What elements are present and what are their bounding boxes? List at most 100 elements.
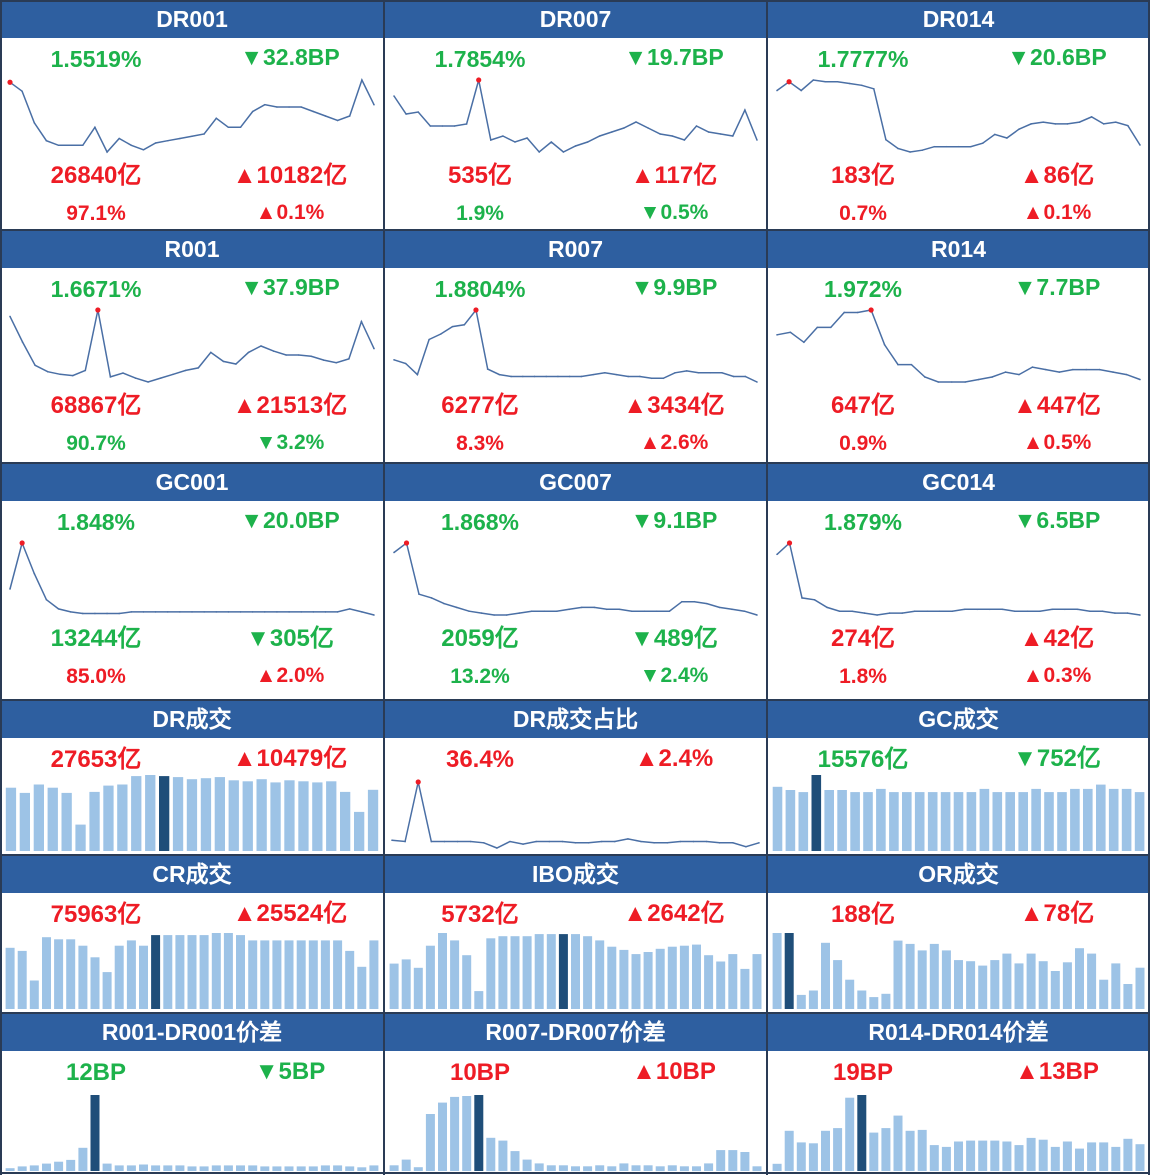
data-point	[1089, 610, 1091, 613]
data-point	[976, 608, 979, 611]
share-change-arrow: ▲	[255, 664, 277, 687]
bar	[1018, 792, 1028, 851]
data-point	[403, 540, 410, 546]
metric-change-value: 10479亿	[256, 745, 348, 772]
rate-value: 1.868%	[440, 509, 519, 535]
panel-GC007: GC007 1.868% ▼9.1BP 2059亿 ▼489亿 13.2% ▼2.4%	[384, 463, 767, 700]
bar	[145, 775, 156, 851]
volume-change-value: 447亿	[1036, 392, 1101, 419]
row-divider	[0, 854, 1150, 856]
data-point	[222, 360, 225, 363]
chart-svg	[5, 1095, 379, 1171]
bar	[905, 943, 915, 1009]
data-point	[826, 606, 828, 609]
bar	[114, 1165, 124, 1171]
data-point	[288, 106, 290, 108]
bar	[242, 781, 253, 851]
data-point	[1018, 128, 1020, 130]
data-point	[468, 610, 470, 613]
share-change-arrow: ▲	[639, 431, 661, 454]
share-value: 0.7%	[839, 202, 887, 225]
data-point	[197, 367, 200, 369]
data-point	[631, 610, 633, 613]
bar	[66, 939, 76, 1009]
data-point	[863, 612, 866, 614]
rate-change-value: 20.6BP	[1030, 44, 1107, 70]
bar	[200, 778, 212, 851]
data-point	[264, 611, 266, 613]
share-change-arrow: ▼	[639, 664, 661, 687]
bar	[798, 792, 809, 851]
bar	[236, 1165, 245, 1171]
series-line	[776, 309, 1141, 383]
data-point	[681, 600, 683, 603]
metric-value: 10BP	[449, 1059, 511, 1086]
bar	[228, 780, 239, 851]
data-point	[950, 381, 953, 383]
data-point	[297, 354, 300, 356]
data-point	[310, 355, 313, 358]
series-line	[393, 308, 758, 383]
rate-change-value: 9.9BP	[653, 274, 718, 300]
bar	[5, 787, 17, 851]
data-point	[611, 131, 613, 133]
metric-change-arrow: ▲	[632, 1058, 656, 1085]
data-point	[1066, 123, 1069, 125]
data-point	[623, 127, 625, 129]
data-point	[1006, 137, 1008, 139]
data-point	[587, 842, 590, 844]
data-point	[1042, 121, 1044, 123]
data-point	[1112, 371, 1114, 373]
data-point	[666, 842, 669, 844]
bar	[893, 1115, 903, 1171]
bar	[1134, 792, 1145, 851]
bar	[498, 1140, 508, 1171]
share-change: ▲0.5%	[967, 430, 1147, 455]
bar	[978, 965, 988, 1009]
bar	[619, 1163, 629, 1171]
bar	[940, 792, 951, 851]
data-point	[1076, 608, 1079, 611]
bar	[1050, 971, 1060, 1009]
bar	[752, 954, 762, 1009]
data-point	[618, 608, 621, 611]
data-point	[482, 842, 485, 844]
rate-value: 1.8804%	[434, 276, 526, 302]
data-point	[443, 840, 446, 843]
data-point	[57, 144, 60, 147]
bar-highlight	[159, 776, 170, 851]
data-point	[745, 845, 747, 848]
data-point	[1090, 116, 1093, 118]
data-point	[856, 311, 859, 314]
data-point	[142, 148, 145, 151]
data-point	[493, 614, 495, 616]
data-point	[264, 103, 266, 106]
bar	[929, 943, 939, 1009]
bar	[893, 940, 903, 1009]
rate-change-arrow: ▼	[1013, 274, 1037, 300]
data-point	[522, 843, 524, 845]
bar	[33, 784, 44, 851]
data-point	[9, 588, 11, 590]
bar	[796, 994, 806, 1009]
bar	[905, 1130, 915, 1171]
bar	[126, 1165, 136, 1171]
volume-change-arrow: ▲	[623, 392, 648, 419]
panel-R007-DR007价差: R007-DR007价差 10BP ▲10BP	[384, 1013, 767, 1175]
bar	[941, 1146, 951, 1171]
data-point	[106, 612, 108, 615]
share-change-arrow: ▲	[1022, 664, 1044, 687]
bar	[131, 776, 142, 851]
data-point	[429, 125, 432, 127]
data-point	[640, 840, 642, 843]
bar-highlight	[857, 1095, 867, 1171]
data-point	[505, 614, 508, 616]
data-point	[348, 608, 351, 610]
bar	[486, 938, 496, 1009]
bar	[450, 1096, 460, 1171]
data-point	[786, 540, 793, 546]
data-point	[391, 839, 393, 842]
bar	[869, 997, 879, 1009]
metric-change-value: 78亿	[1043, 900, 1095, 927]
panel-DR014: DR014 1.7777% ▼20.6BP 183亿 ▲86亿 0.7% ▲0.1%	[767, 0, 1150, 230]
